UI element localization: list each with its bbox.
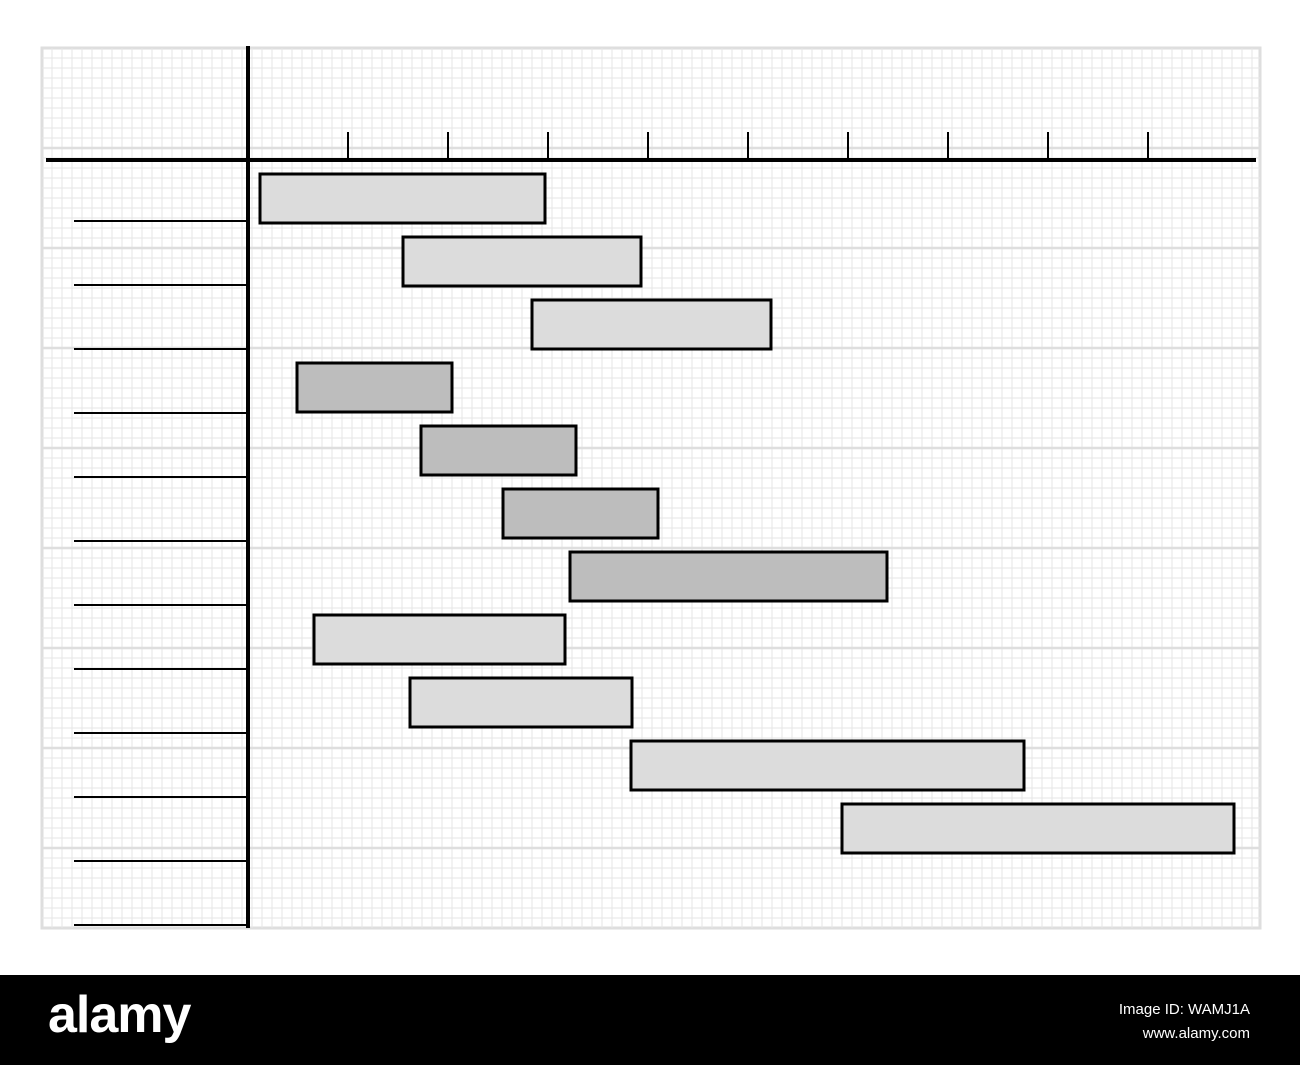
task-bar <box>258 172 547 225</box>
task-bar <box>419 424 578 477</box>
task-bar <box>501 487 660 540</box>
task-bar <box>629 739 1026 792</box>
watermark-footer: alamy Image ID: WAMJ1A www.alamy.com <box>0 975 1300 1065</box>
task-bar <box>530 298 773 351</box>
task-bar <box>408 676 634 729</box>
task-bars <box>258 172 1236 855</box>
task-bar <box>568 550 889 603</box>
task-bar <box>312 613 567 666</box>
task-bar <box>295 361 454 414</box>
brand-logo: alamy <box>48 986 191 1044</box>
axes <box>46 46 1256 928</box>
gantt-chart <box>40 46 1262 930</box>
image-id-label: Image ID: WAMJ1A <box>1118 1001 1250 1018</box>
image-url-label: www.alamy.com <box>1142 1025 1250 1042</box>
task-bar <box>401 235 643 288</box>
task-bar <box>840 802 1236 855</box>
